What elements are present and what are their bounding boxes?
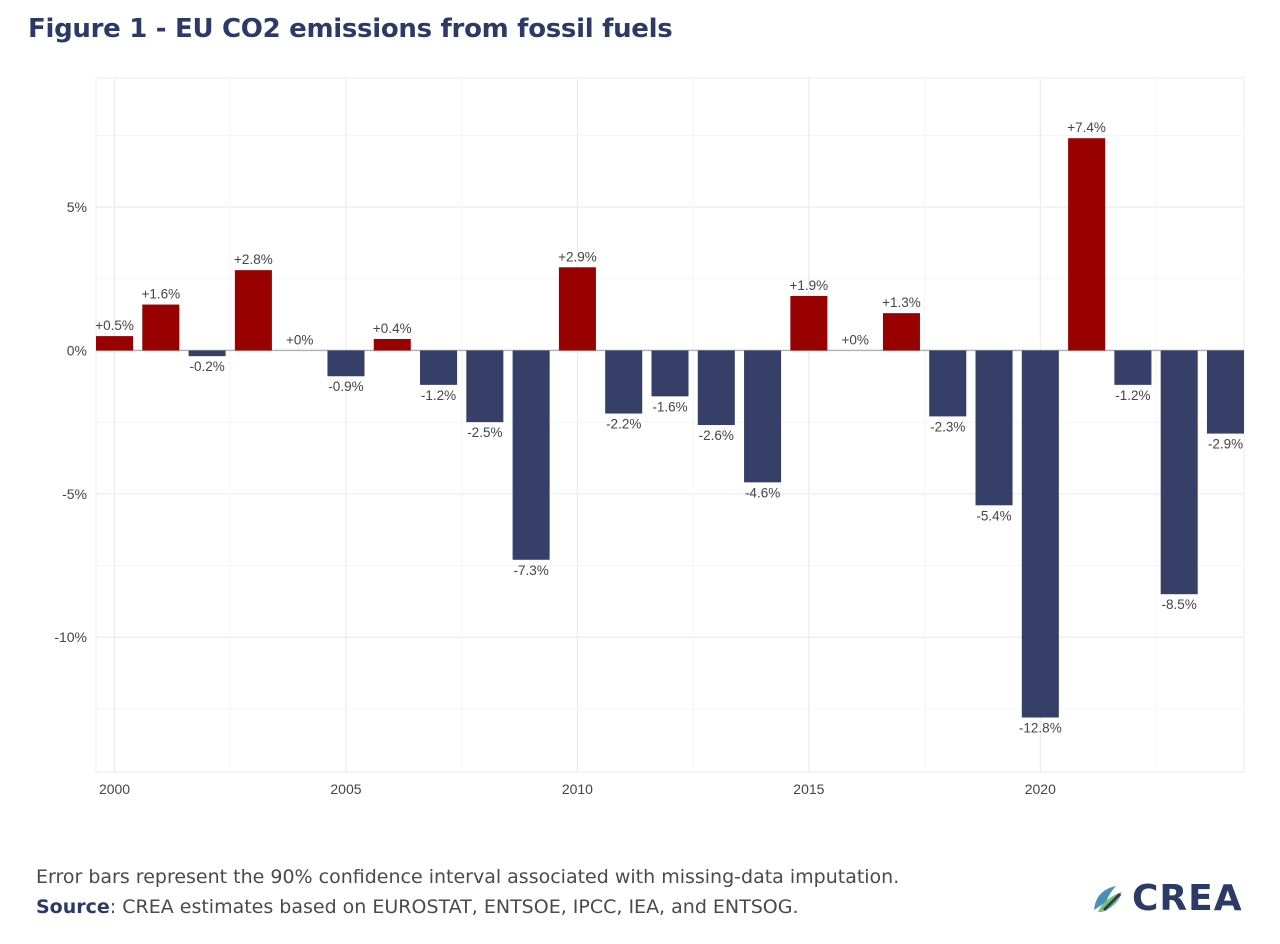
data-label-2019: -5.4% [976,508,1011,523]
data-label-2000: +0.5% [95,318,134,333]
bar-2022 [1114,350,1152,385]
bar-2001 [142,304,180,351]
bar-2000 [96,336,134,351]
bar-2005 [327,350,365,377]
data-label-2010: +2.9% [558,249,597,264]
bar-2013 [697,350,735,425]
data-label-2023: -8.5% [1162,597,1197,612]
data-label-2001: +1.6% [141,287,180,302]
crea-leaf-icon [1094,886,1122,912]
bar-2023 [1160,350,1198,595]
data-label-2005: -0.9% [328,379,363,394]
x-tick-label: 2020 [1025,781,1056,797]
data-label-2014: -4.6% [745,485,780,500]
bar-2021 [1068,138,1106,351]
data-label-2012: -1.6% [652,399,687,414]
data-label-2009: -7.3% [513,563,548,578]
data-label-2015: +1.9% [790,278,829,293]
bar-2020 [1021,350,1059,718]
data-label-2020: -12.8% [1019,721,1062,736]
footnote: Error bars represent the 90% confidence … [36,862,899,922]
y-tick-label: 5% [67,199,87,215]
y-tick-label: -5% [62,486,87,502]
source-text: : CREA estimates based on EUROSTAT, ENTS… [109,896,799,918]
data-label-2024: -2.9% [1208,437,1243,452]
data-label-2004: +0% [286,332,313,347]
y-tick-label: 0% [67,342,87,358]
bar-2008 [466,350,504,423]
footnote-line: Error bars represent the 90% confidence … [36,866,900,888]
data-label-2002: -0.2% [189,359,224,374]
bar-2019 [975,350,1013,506]
bar-2024 [1206,350,1244,434]
bar-2006 [373,338,411,351]
data-label-2022: -1.2% [1115,388,1150,403]
bar-2017 [882,313,920,351]
x-tick-label: 2010 [562,781,593,797]
data-label-2016: +0% [841,332,868,347]
page-title: Figure 1 - EU CO2 emissions from fossil … [28,14,673,44]
bar-2010 [558,267,596,351]
bar-2014 [744,350,782,483]
data-label-2003: +2.8% [234,252,273,267]
bar-2002 [188,350,226,357]
x-tick-label: 2015 [793,781,824,797]
bar-2007 [420,350,458,385]
data-label-2007: -1.2% [421,388,456,403]
crea-logo: CREA [1090,876,1243,920]
bar-2009 [512,350,550,560]
x-axis-ticks: 2000 2005 2010 2015 2020 [99,781,1056,797]
x-tick-label: 2005 [330,781,361,797]
data-label-2008: -2.5% [467,425,502,440]
data-labels: +0.5% +1.6% -0.2% +2.8% +0% -0.9% +0.4% -1.2% -2… [95,120,1243,735]
bar-2011 [605,350,643,414]
data-label-2017: +1.3% [882,295,921,310]
y-tick-label: -10% [54,629,87,645]
bar-2012 [651,350,689,397]
bar-2018 [929,350,967,417]
logo-text: CREA [1132,877,1243,919]
data-label-2021: +7.4% [1067,120,1106,135]
data-label-2006: +0.4% [373,321,412,336]
x-tick-label: 2000 [99,781,130,797]
bars [96,138,1244,718]
source-line: Source: CREA estimates based on EUROSTAT… [36,892,899,922]
data-label-2013: -2.6% [699,428,734,443]
source-label: Source [36,896,110,918]
data-label-2011: -2.2% [606,417,641,432]
bar-2003 [234,270,272,351]
y-axis-ticks: 5% 0% -5% -10% [54,199,87,645]
data-label-2018: -2.3% [930,419,965,434]
bar-2015 [790,295,828,351]
